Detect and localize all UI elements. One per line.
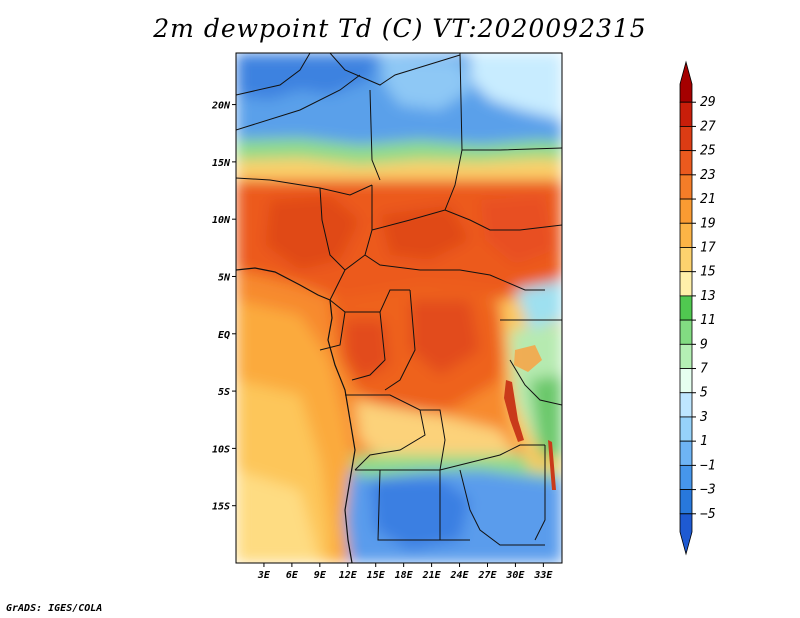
colorbar-label: 21 <box>700 192 716 207</box>
lon-tick-label: 6E <box>286 570 299 581</box>
colorbar-label: 19 <box>700 216 716 231</box>
coastline <box>236 267 356 563</box>
colorbar-label: 17 <box>700 240 716 255</box>
lat-tick-label: 15N <box>212 158 231 169</box>
colorbar-bin <box>679 464 693 490</box>
colorbar-bin <box>679 101 693 127</box>
lon-tick-label: 27E <box>477 570 497 581</box>
colorbar-label: 11 <box>700 313 716 328</box>
dewpoint-field <box>236 53 562 563</box>
colorbar-bin <box>679 416 693 442</box>
latitude-axis: 20N 15N 10N 5N EQ 5S 10S 15S <box>211 101 236 513</box>
colorbar-bin <box>679 198 693 224</box>
lon-tick-label: 15E <box>367 570 386 581</box>
lat-tick-label: 5N <box>218 272 231 283</box>
lake-malawi <box>548 440 556 490</box>
colorbar: 29 27 25 23 21 19 17 15 13 11 9 7 5 3 1 −1 −3 −5 <box>679 60 716 556</box>
colorbar-label: 13 <box>700 289 716 304</box>
lon-tick-label: 12E <box>339 570 358 581</box>
colorbar-bin <box>679 150 693 176</box>
lat-tick-label: 20N <box>211 101 231 112</box>
lat-tick-label: 15S <box>212 502 230 513</box>
colorbar-bin <box>679 247 693 273</box>
colorbar-bin <box>679 222 693 248</box>
colorbar-label: 5 <box>700 386 708 401</box>
colorbar-label: 27 <box>700 119 716 134</box>
longitude-axis: 3E 6E 9E 12E 15E 18E 21E 24E 27E 30E 33E <box>257 563 553 581</box>
lon-tick-label: 30E <box>505 570 525 581</box>
colorbar-label: −3 <box>700 483 716 498</box>
lake-victoria <box>514 345 542 372</box>
colorbar-bin <box>679 319 693 345</box>
lon-tick-label: 3E <box>257 570 271 581</box>
colorbar-bin <box>679 392 693 418</box>
colorbar-bin <box>679 343 693 369</box>
map-frame <box>235 52 563 564</box>
lat-tick-label: 10S <box>212 444 230 455</box>
colorbar-bin <box>679 489 693 515</box>
lon-tick-label: 24E <box>450 570 470 581</box>
colorbar-label: −1 <box>700 458 716 473</box>
colorbar-label: 23 <box>700 168 716 183</box>
colorbar-bin <box>679 368 693 394</box>
colorbar-label: 29 <box>700 95 716 110</box>
map-title: 2m dewpoint Td (C) VT:2020092315 <box>153 14 647 43</box>
software-credit: GrADS: IGES/COLA <box>6 603 103 614</box>
colorbar-label: 9 <box>700 337 708 352</box>
lon-tick-label: 9E <box>314 570 327 581</box>
colorbar-label: 1 <box>700 434 708 449</box>
lat-tick-label: 5S <box>218 387 230 398</box>
colorbar-label: 15 <box>700 265 716 280</box>
colorbar-label: 25 <box>700 144 716 159</box>
colorbar-bin <box>679 126 693 152</box>
colorbar-bin <box>679 440 693 466</box>
colorbar-bin <box>679 271 693 297</box>
colorbar-label: 7 <box>700 362 708 377</box>
colorbar-bin <box>679 174 693 200</box>
country-borders <box>236 53 562 546</box>
lat-tick-label: 10N <box>212 215 231 226</box>
lat-tick-label: EQ <box>218 330 230 341</box>
colorbar-label: 3 <box>699 410 708 425</box>
colorbar-label: −5 <box>700 507 716 522</box>
colorbar-bottom-arrow <box>679 513 693 556</box>
lon-tick-label: 21E <box>422 570 442 581</box>
lake-tanganyika <box>504 380 524 442</box>
colorbar-top-arrow <box>679 60 693 103</box>
lon-tick-label: 33E <box>533 570 553 581</box>
lon-tick-label: 18E <box>395 570 414 581</box>
colorbar-bin <box>679 295 693 321</box>
